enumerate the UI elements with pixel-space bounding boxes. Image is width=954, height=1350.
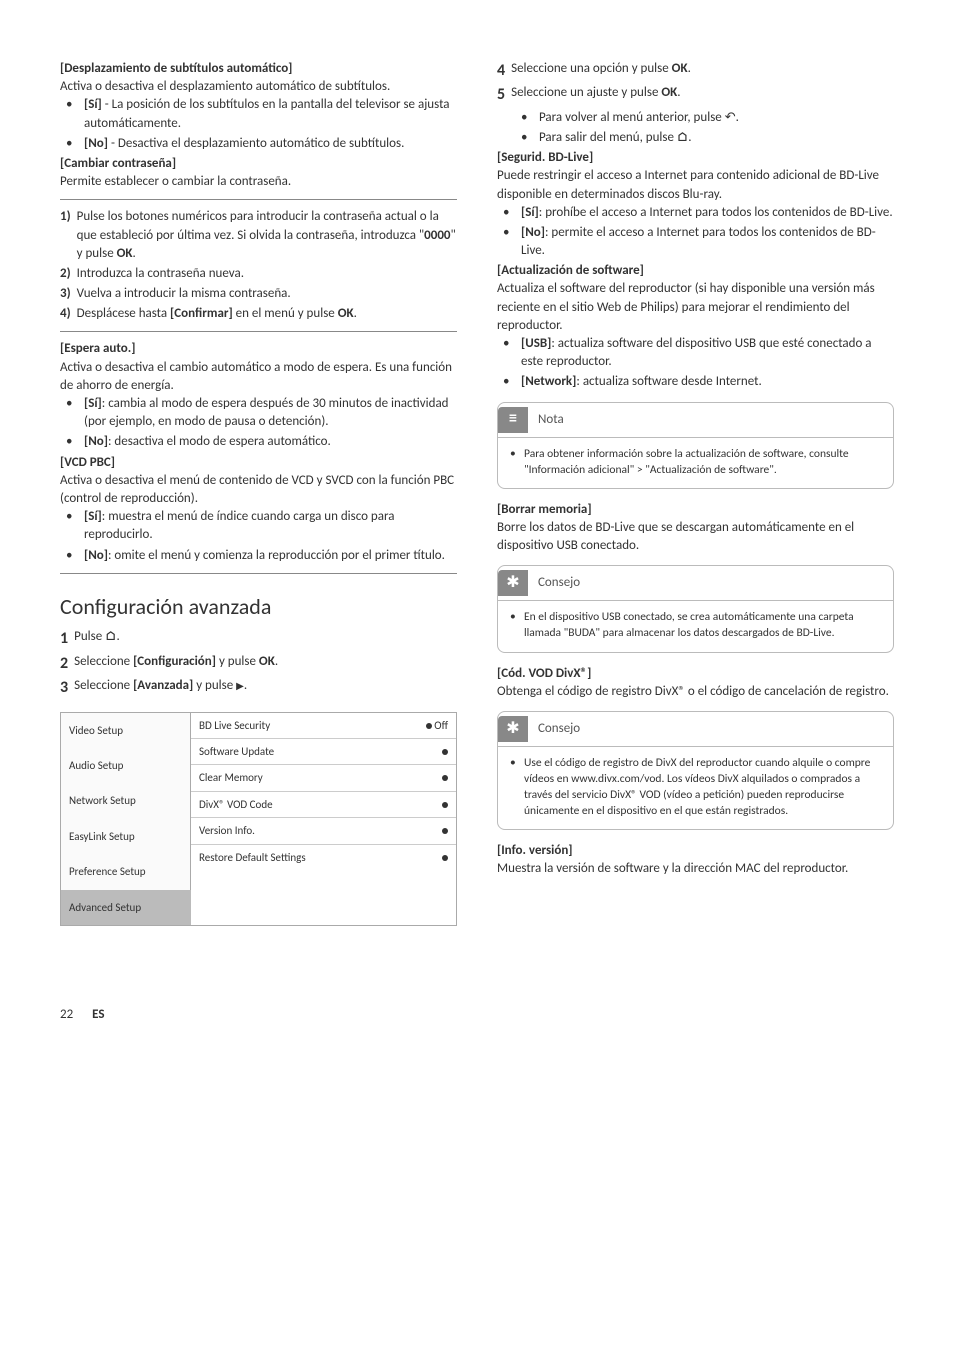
- list-item: Para salir del menú, pulse .: [539, 129, 894, 147]
- list-item: [No]: omite el menú y comienza la reprod…: [84, 547, 457, 565]
- tip-label: Consejo: [538, 574, 580, 592]
- tip-callout-2: ✱ Consejo Use el código de registro de D…: [497, 711, 894, 830]
- tip-label: Consejo: [538, 720, 580, 738]
- para-clear-memory: Borre los datos de BD-Live que se descar…: [497, 519, 894, 555]
- home-icon: [677, 130, 688, 145]
- step: 4) Desplácese hasta [Confirmar] en el me…: [60, 305, 457, 323]
- para-software-update: Actualiza el software del reproductor (s…: [497, 280, 894, 335]
- step: 1) Pulse los botones numéricos para intr…: [60, 208, 457, 263]
- step: 5Seleccione un ajuste y pulse OK.: [497, 84, 894, 106]
- list-software-update: [USB]: actualiza software del dispositiv…: [497, 335, 894, 392]
- setup-right-row: Version Info.: [191, 818, 456, 844]
- heading-subtitle-shift: [Desplazamiento de subtítulos automático…: [60, 60, 457, 78]
- heading-vcd-pbc: [VCD PBC]: [60, 454, 457, 472]
- advanced-steps-cont: 4Seleccione una opción y pulse OK. 5Sele…: [497, 60, 894, 107]
- setup-right-row: Clear Memory: [191, 765, 456, 791]
- right-column: 4Seleccione una opción y pulse OK. 5Sele…: [497, 60, 894, 926]
- para-subtitle-shift: Activa o desactiva el desplazamiento aut…: [60, 78, 457, 96]
- list-item: [No] - Desactiva el desplazamiento autom…: [84, 135, 457, 153]
- password-steps: 1) Pulse los botones numéricos para intr…: [60, 208, 457, 323]
- tip-icon: ✱: [498, 716, 528, 742]
- para-vcd-pbc: Activa o desactiva el menú de contenido …: [60, 472, 457, 508]
- note-callout: ≡ Nota Para obtener información sobre la…: [497, 402, 894, 489]
- note-icon: ≡: [498, 407, 528, 433]
- heading-software-update: [Actualización de software]: [497, 262, 894, 280]
- setup-menu-screenshot: Video SetupAudio SetupNetwork SetupEasyL…: [60, 712, 457, 926]
- list-item: [Sí]: muestra el menú de índice cuando c…: [84, 508, 457, 544]
- divider: [60, 331, 457, 332]
- sub-bullets: Para volver al menú anterior, pulse . Pa…: [497, 109, 894, 147]
- heading-auto-standby: [Espera auto.]: [60, 340, 457, 358]
- list-item: Para volver al menú anterior, pulse .: [539, 109, 894, 127]
- para-auto-standby: Activa o desactiva el cambio automático …: [60, 359, 457, 395]
- right-arrow-icon: [236, 678, 244, 693]
- home-icon: [105, 629, 116, 644]
- heading-bdlive-security: [Segurid. BD-Live]: [497, 149, 894, 167]
- setup-left-item: EasyLink Setup: [61, 819, 191, 854]
- step: 4Seleccione una opción y pulse OK.: [497, 60, 894, 82]
- page-number: 22: [60, 1006, 73, 1024]
- list-subtitle-shift: [Sí] - La posición de los subtítulos en …: [60, 96, 457, 153]
- para-change-password: Permite establecer o cambiar la contrase…: [60, 173, 457, 191]
- heading-divx-vod: [Cód. VOD DivX®]: [497, 665, 894, 683]
- note-body: Para obtener información sobre la actual…: [524, 446, 881, 478]
- para-bdlive-security: Puede restringir el acceso a Internet pa…: [497, 167, 894, 203]
- setup-left-item: Network Setup: [61, 783, 191, 818]
- tip-body: En el dispositivo USB conectado, se crea…: [524, 609, 881, 641]
- heading-version-info: [Info. versión]: [497, 842, 894, 860]
- setup-right-row: Restore Default Settings: [191, 845, 456, 870]
- step: 3) Vuelva a introducir la misma contrase…: [60, 285, 457, 303]
- tip-body: Use el código de registro de DivX del re…: [524, 755, 881, 819]
- tip-callout-1: ✱ Consejo En el dispositivo USB conectad…: [497, 565, 894, 652]
- note-label: Nota: [538, 411, 564, 429]
- setup-left-item: Preference Setup: [61, 854, 191, 889]
- setup-right-row: DivX® VOD Code: [191, 792, 456, 818]
- divider: [60, 573, 457, 574]
- setup-right-row: BD Live Security Off: [191, 713, 456, 739]
- setup-left-item: Audio Setup: [61, 748, 191, 783]
- step: 2) Introduzca la contraseña nueva.: [60, 265, 457, 283]
- setup-right-row: Software Update: [191, 739, 456, 765]
- para-version-info: Muestra la versión de software y la dire…: [497, 860, 894, 878]
- list-bdlive: [Sí]: prohíbe el acceso a Internet para …: [497, 204, 894, 261]
- list-auto-standby: [Sí]: cambia al modo de espera después d…: [60, 395, 457, 452]
- list-item: [Sí] - La posición de los subtítulos en …: [84, 96, 457, 132]
- page-footer: 22 ES: [60, 1006, 894, 1024]
- list-item: [Sí]: cambia al modo de espera después d…: [84, 395, 457, 431]
- divider: [60, 199, 457, 200]
- left-column: [Desplazamiento de subtítulos automático…: [60, 60, 457, 926]
- section-advanced-config: Configuración avanzada: [60, 592, 457, 623]
- step: 2Seleccione [Configuración] y pulse OK.: [60, 653, 457, 675]
- setup-left-item: Video Setup: [61, 713, 191, 748]
- step: 3Seleccione [Avanzada] y pulse .: [60, 677, 457, 699]
- language-code: ES: [92, 1007, 104, 1022]
- tip-icon: ✱: [498, 570, 528, 596]
- advanced-steps: 1Pulse . 2Seleccione [Configuración] y p…: [60, 628, 457, 699]
- list-item: [No]: desactiva el modo de espera automá…: [84, 433, 457, 451]
- list-item: [Sí]: prohíbe el acceso a Internet para …: [521, 204, 894, 222]
- list-item: [No]: permite el acceso a Internet para …: [521, 224, 894, 260]
- heading-change-password: [Cambiar contraseña]: [60, 155, 457, 173]
- heading-clear-memory: [Borrar memoria]: [497, 501, 894, 519]
- setup-left-item: Advanced Setup: [61, 890, 191, 925]
- step: 1Pulse .: [60, 628, 457, 650]
- back-icon: [725, 110, 736, 125]
- list-item: [Network]: actualiza software desde Inte…: [521, 373, 894, 391]
- para-divx-vod: Obtenga el código de registro DivX® o el…: [497, 683, 894, 701]
- list-item: [USB]: actualiza software del dispositiv…: [521, 335, 894, 371]
- list-vcd-pbc: [Sí]: muestra el menú de índice cuando c…: [60, 508, 457, 565]
